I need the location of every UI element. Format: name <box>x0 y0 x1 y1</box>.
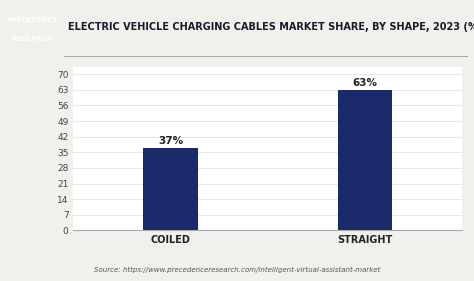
Text: ELECTRIC VEHICLE CHARGING CABLES MARKET SHARE, BY SHAPE, 2023 (%): ELECTRIC VEHICLE CHARGING CABLES MARKET … <box>68 22 474 32</box>
Bar <box>338 90 392 230</box>
Text: 37%: 37% <box>158 136 183 146</box>
Text: PRECEDENCE: PRECEDENCE <box>6 17 58 23</box>
Text: 63%: 63% <box>353 78 377 88</box>
Bar <box>144 148 198 230</box>
Text: Source: https://www.precedenceresearch.com/intelligent-virtual-assistant-market: Source: https://www.precedenceresearch.c… <box>94 267 380 273</box>
Text: RESEARCH: RESEARCH <box>11 36 53 42</box>
